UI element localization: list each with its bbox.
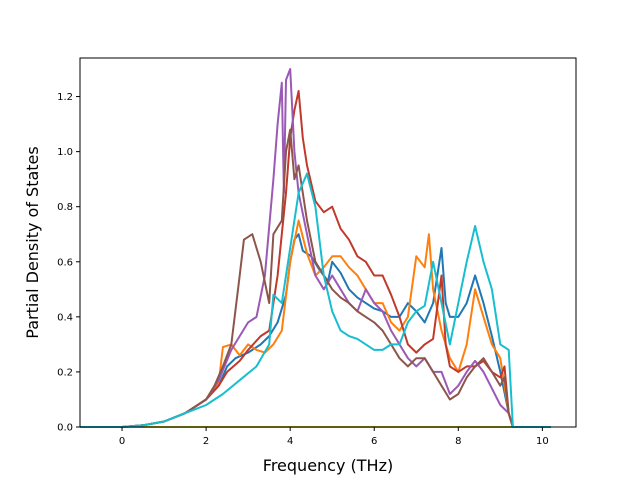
series-line-5 [80, 68, 551, 428]
y-axis-label: Partial Density of States [23, 146, 42, 338]
series-line-1 [80, 233, 551, 428]
x-axis-label: Frequency (THz) [263, 456, 393, 475]
x-tick-label: 6 [371, 436, 377, 447]
y-tick-label: 0.8 [57, 202, 73, 213]
y-tick-label: 0.0 [57, 423, 73, 434]
y-axis: 0.0 0.2 0.4 0.6 0.8 1.0 1.2 [57, 92, 80, 434]
x-axis: 0 2 4 6 8 10 [119, 427, 549, 447]
plot-frame [79, 57, 577, 428]
y-tick-label: 0.6 [57, 257, 73, 268]
y-tick-label: 1.0 [57, 147, 73, 158]
series-line-2 [80, 219, 551, 428]
y-tick-label: 1.2 [57, 92, 73, 103]
x-tick-label: 8 [455, 436, 461, 447]
y-tick-label: 0.4 [57, 312, 73, 323]
series-line-4 [80, 90, 551, 428]
x-tick-label: 4 [287, 436, 293, 447]
x-tick-label: 2 [203, 436, 209, 447]
x-tick-label: 10 [536, 436, 549, 447]
series-line-6 [80, 128, 551, 428]
y-tick-label: 0.2 [57, 367, 73, 378]
series-line-7 [80, 172, 551, 428]
x-tick-label: 0 [119, 436, 125, 447]
